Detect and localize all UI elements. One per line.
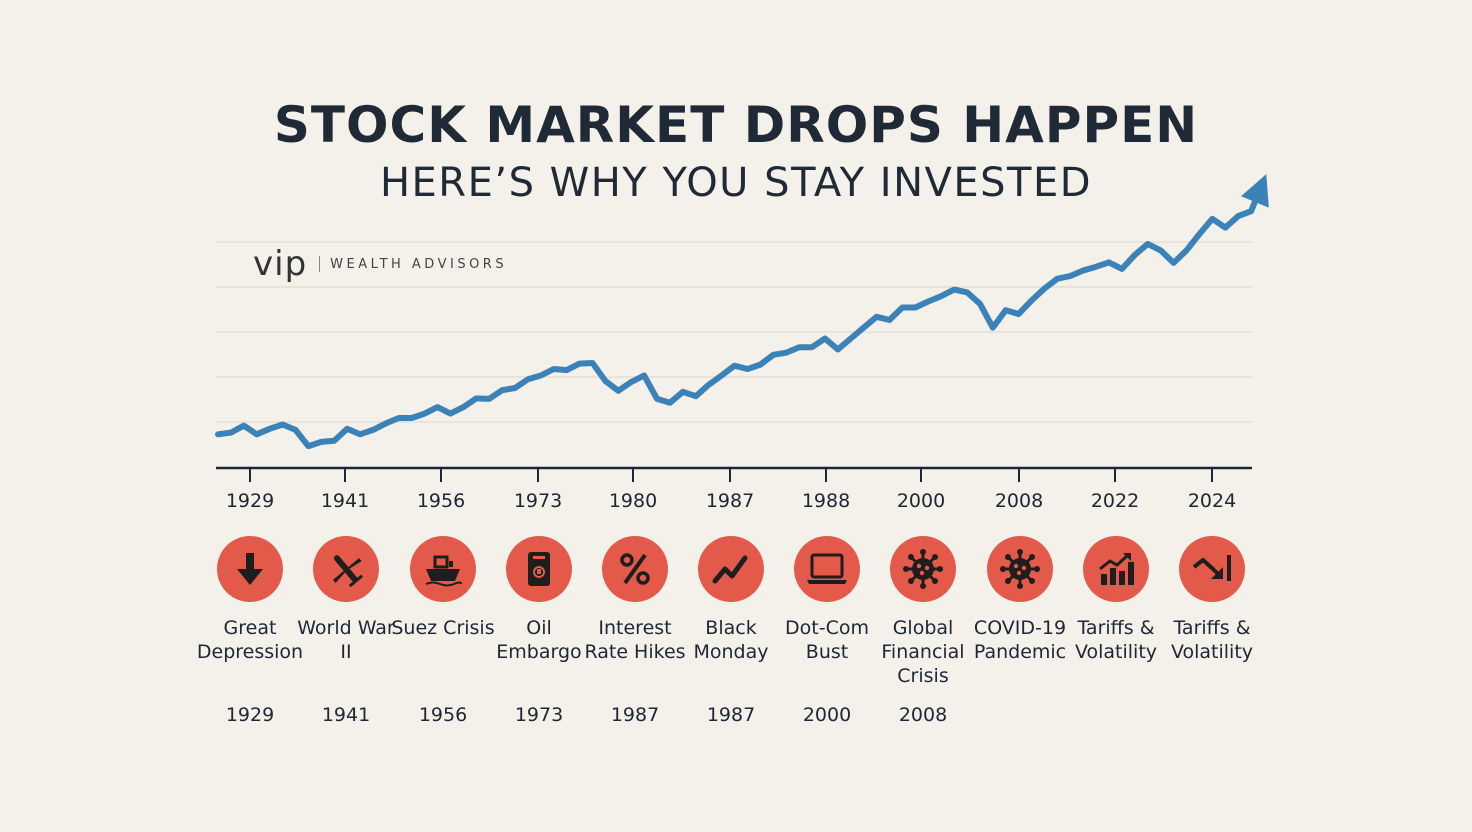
page-subtitle: HERE’S WHY YOU STAY INVESTED [379,160,1093,206]
event-item: Tariffs & Volatility [1157,536,1267,664]
event-item: Suez Crisis 1956 [388,536,498,726]
logo-tagline: WEALTH ADVISORS [330,256,508,272]
x-tick-label: 1973 [514,490,562,512]
ship-icon [410,536,476,602]
airplane-icon [313,536,379,602]
oil-can-icon [506,536,572,602]
x-tick-label: 2008 [995,490,1043,512]
arrow-down-icon [217,536,283,602]
x-tick-label: 1941 [321,490,369,512]
event-year: 1973 [514,704,564,726]
event-label: Great Depression [196,617,304,663]
x-tick-label: 1929 [226,490,274,512]
event-item: World War II 1941 [291,536,401,726]
x-tick-label: 2024 [1188,490,1236,512]
event-item: Oil Embargo 1973 [484,536,594,726]
event-year: 1987 [706,704,756,726]
x-tick-label: 1988 [802,490,850,512]
event-label: World War II [297,617,395,663]
event-label: COVID-19 Pandemic [973,617,1067,663]
logo-divider [319,256,321,272]
event-item: Tariffs & Volatility [1061,536,1171,664]
virus-icon [987,536,1053,602]
event-item: Global Financial Crisis 2008 [868,536,978,726]
page-title: STOCK MARKET DROPS HAPPEN [273,96,1199,154]
event-year: 1956 [418,704,468,726]
event-item: Interest Rate Hikes 1987 [580,536,690,726]
x-tick-label: 2022 [1091,490,1139,512]
event-label: Suez Crisis [391,617,495,639]
event-item: COVID-19 Pandemic [965,536,1075,664]
brand-logo: vip WEALTH ADVISORS [253,244,507,284]
event-year: 1929 [225,704,275,726]
event-label: Tariffs & Volatility [1074,617,1158,663]
laptop-icon [794,536,860,602]
virus-icon [890,536,956,602]
percent-icon [602,536,668,602]
event-item: Black Monday 1987 [676,536,786,726]
trend-arrowhead [1241,174,1269,208]
event-year: 1987 [610,704,660,726]
event-year: 1941 [321,704,371,726]
series-line [215,191,1261,450]
event-label: Global Financial Crisis [881,617,965,687]
event-label: Interest Rate Hikes [584,617,686,663]
event-label: Dot-Com Bust [785,617,869,663]
event-label: Oil Embargo [496,617,582,663]
event-item: Great Depression 1929 [195,536,305,726]
x-axis-tick-labels: 1929 1941 1956 1973 1980 1987 1988 2000 2008 2022… [226,490,1236,512]
x-tick-label: 1987 [706,490,754,512]
trend-down-arrow-icon [1179,536,1245,602]
event-year: 2008 [898,704,948,726]
x-tick-label: 1980 [609,490,657,512]
event-item: Dot-Com Bust 2000 [772,536,882,726]
event-label: Black Monday [693,617,769,663]
logo-mark: vip [253,244,308,284]
x-axis-ticks [249,468,1213,482]
x-tick-label: 2000 [897,490,945,512]
event-label: Tariffs & Volatility [1170,617,1254,663]
zigzag-chart-icon [698,536,764,602]
bar-chart-up-icon [1083,536,1149,602]
event-year: 2000 [802,704,852,726]
x-tick-label: 1956 [417,490,465,512]
